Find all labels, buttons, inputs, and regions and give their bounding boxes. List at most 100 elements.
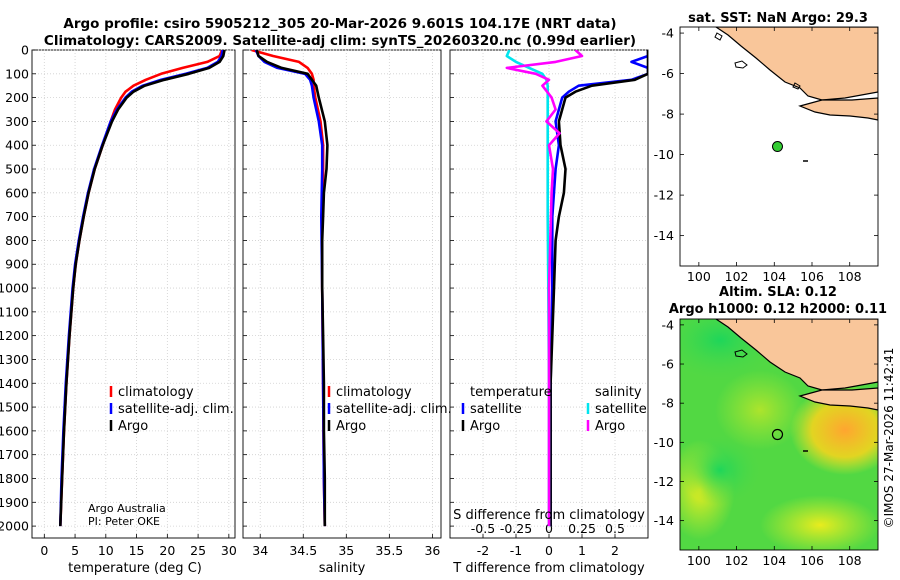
map-y-tick-label: -12 xyxy=(654,474,674,489)
map-x-tick-label: 100 xyxy=(687,553,711,568)
legend2-sat-label: satellite-adj. clim. xyxy=(336,402,452,417)
pi-text: PI: Peter OKE xyxy=(88,515,160,528)
x-tick-label: 36 xyxy=(424,543,440,558)
credit-text: Argo Australia xyxy=(88,502,166,515)
sla-yellow-cell-2 xyxy=(760,495,878,550)
depth-tick-label: 1800 xyxy=(0,471,29,486)
depth-tick-label: 900 xyxy=(5,257,29,272)
sla-map-axes xyxy=(679,318,879,551)
depth-tick-label: 200 xyxy=(5,90,29,105)
depth-tick-label: 700 xyxy=(5,209,29,224)
island-1 xyxy=(734,60,748,69)
t-diff-satellite-line xyxy=(549,50,648,527)
s-diff-tick-label: 0 xyxy=(545,521,553,536)
argo-line xyxy=(255,50,329,527)
salinity-xlabel: salinity xyxy=(319,561,366,576)
depth-tick-label: 500 xyxy=(5,162,29,177)
depth-tick-label: 100 xyxy=(5,66,29,81)
depth-tick-label: 0 xyxy=(21,43,29,58)
legend-clim-label: climatology xyxy=(118,385,194,400)
x-tick-label: 1 xyxy=(578,543,586,558)
depth-tick-label: 300 xyxy=(5,114,29,129)
map-x-tick-label: 106 xyxy=(800,269,824,284)
x-tick-label: -2 xyxy=(477,543,489,558)
temperature-x-ticks: 0 5 10 15 20 25 30 xyxy=(40,543,237,558)
map-x-tick-label: 106 xyxy=(800,553,824,568)
depth-tick-label: 1200 xyxy=(0,328,29,343)
s-diff-tick-label: 0.25 xyxy=(568,521,596,536)
x-tick-label: 2 xyxy=(611,543,619,558)
map-y-tick-label: -6 xyxy=(662,66,675,81)
x-tick-label: 30 xyxy=(221,543,237,558)
depth-tick-label: 2000 xyxy=(0,519,29,534)
s-diff-tick-label: -0.5 xyxy=(471,521,495,536)
depth-tick-label: 1000 xyxy=(0,281,29,296)
legend3-temperature-heading: temperature xyxy=(470,385,552,400)
depth-tick-label: 800 xyxy=(5,233,29,248)
map-x-tick-label: 100 xyxy=(687,269,711,284)
map-x-tick-label: 108 xyxy=(838,269,862,284)
map-y-tick-label: -10 xyxy=(654,435,674,450)
x-tick-label: 34 xyxy=(252,543,268,558)
sst-map-land xyxy=(714,27,878,162)
x-tick-label: 0 xyxy=(545,543,553,558)
depth-tick-label: 1100 xyxy=(0,304,29,319)
map-x-tick-label: 108 xyxy=(838,553,862,568)
legend3-t-argo-label: Argo xyxy=(470,419,500,434)
s-diff-tick-label: 0.5 xyxy=(605,521,625,536)
legend2-argo-label: Argo xyxy=(336,419,366,434)
legend3-s-argo-label: Argo xyxy=(595,419,625,434)
salinity-profiles xyxy=(251,50,329,527)
legend3-salinity-heading: salinity xyxy=(595,385,642,400)
island-2 xyxy=(714,32,723,41)
sla-map-ticks: 100 102 104 106 108 -4 -6 -8 -10 -12 -14 xyxy=(654,317,878,568)
salinity-legend: climatology satellite-adj. clim. Argo xyxy=(327,385,452,434)
sumatra-land xyxy=(714,27,878,101)
figure-title-line1: Argo profile: csiro 5905212_305 20-Mar-2… xyxy=(63,16,616,32)
s-diff-tick-label: -0.25 xyxy=(500,521,532,536)
s-difference-xlabel: S difference from climatology xyxy=(453,508,645,523)
temperature-legend: climatology satellite-adj. clim. Argo xyxy=(109,385,234,434)
legend3-s-sat-label: satellite xyxy=(595,402,647,417)
map-y-tick-label: -8 xyxy=(662,396,675,411)
difference-x-ticks: -2 -1 0 1 2 xyxy=(477,543,619,558)
depth-tick-label: 400 xyxy=(5,138,29,153)
depth-tick-label: 1600 xyxy=(0,423,29,438)
sla-island-1 xyxy=(734,349,748,358)
difference-legend: temperature satellite Argo salinity sate… xyxy=(461,385,647,434)
sla-green-cell-2 xyxy=(680,435,760,505)
map-y-tick-label: -8 xyxy=(662,107,675,122)
depth-tick-label: 600 xyxy=(5,185,29,200)
map-y-tick-label: -10 xyxy=(654,147,674,162)
sla-map-title-1: Altim. SLA: 0.12 xyxy=(719,285,837,300)
x-tick-label: 15 xyxy=(129,543,145,558)
x-tick-label: 5 xyxy=(71,543,79,558)
map-x-tick-label: 104 xyxy=(762,553,786,568)
difference-profiles xyxy=(505,50,648,527)
x-tick-label: 20 xyxy=(159,543,175,558)
depth-tick-labels: 0 100 200 300 400 500 600 700 800 900 1000 1100 1200… xyxy=(0,43,29,534)
salinity-x-ticks: 34 34.5 35 35.5 36 xyxy=(252,543,440,558)
map-y-tick-label: -14 xyxy=(654,513,674,528)
legend2-clim-label: climatology xyxy=(336,385,412,400)
argo-location-ring xyxy=(771,428,784,441)
temperature-xlabel: temperature (deg C) xyxy=(68,561,202,576)
map-x-tick-label: 104 xyxy=(762,269,786,284)
depth-tick-label: 1500 xyxy=(0,400,29,415)
x-tick-label: 34.5 xyxy=(289,543,317,558)
salinity-grid xyxy=(243,49,441,538)
sst-map-title: sat. SST: NaN Argo: 29.3 xyxy=(688,11,868,26)
temperature-profiles xyxy=(59,50,226,527)
depth-tick-label: 1300 xyxy=(0,352,29,367)
sla-map-title-2: Argo h1000: 0.12 h2000: 0.11 xyxy=(669,302,887,317)
map-x-tick-label: 102 xyxy=(725,553,749,568)
sla-warm-cell xyxy=(790,385,878,475)
legend-argo-label: Argo xyxy=(118,419,148,434)
t-difference-xlabel: T difference from climatology xyxy=(452,561,645,576)
figure-title-line2: Climatology: CARS2009. Satellite-adj cli… xyxy=(44,33,636,49)
sla-yellow-cell-4 xyxy=(715,370,805,450)
depth-tick-label: 1700 xyxy=(0,447,29,462)
island-3 xyxy=(792,82,801,90)
sst-map-ticks: 100 102 104 106 108 -4 -6 -8 -10 -12 -14 xyxy=(654,26,878,284)
